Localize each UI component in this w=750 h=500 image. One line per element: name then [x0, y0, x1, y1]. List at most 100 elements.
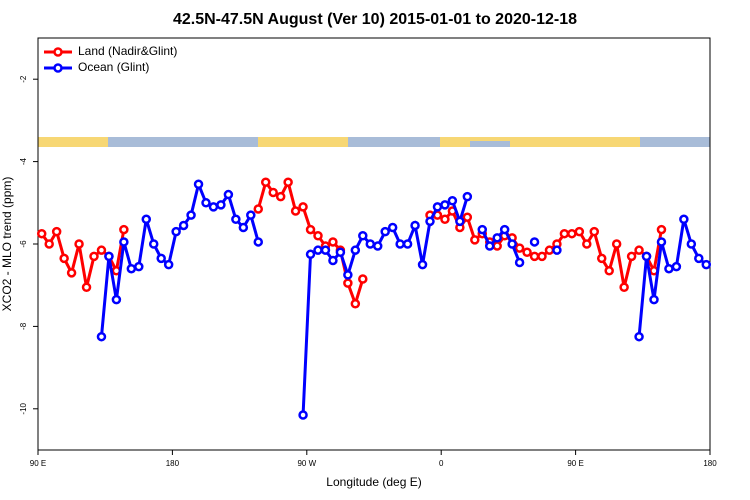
x-tick-label: 180	[166, 459, 180, 468]
point	[96, 331, 107, 342]
point	[507, 239, 517, 249]
point	[514, 257, 525, 268]
point	[305, 249, 316, 260]
point	[305, 224, 316, 235]
point	[484, 241, 495, 251]
point	[298, 410, 308, 420]
x-tick-label: 180	[703, 459, 717, 468]
point	[223, 189, 234, 200]
point	[679, 214, 689, 225]
point	[462, 191, 473, 202]
point	[253, 204, 264, 214]
x-tick-label: 90 E	[30, 459, 46, 468]
point	[163, 259, 174, 270]
point	[544, 245, 555, 255]
point	[470, 235, 480, 245]
point	[253, 237, 264, 247]
y-tick-label: -8	[19, 322, 28, 330]
point	[343, 270, 353, 280]
point	[365, 239, 376, 249]
point	[440, 214, 450, 225]
point	[589, 226, 600, 237]
point	[604, 266, 614, 276]
point	[298, 202, 308, 212]
point	[89, 251, 99, 262]
y-tick-label: -4	[19, 157, 28, 165]
point	[111, 294, 122, 305]
point	[238, 222, 249, 233]
point	[36, 228, 47, 239]
x-axis-label: Longitude (deg E)	[326, 475, 421, 489]
point	[634, 245, 644, 255]
point	[522, 247, 532, 257]
point	[686, 239, 697, 249]
point	[134, 261, 144, 272]
point	[514, 243, 525, 253]
point	[619, 282, 629, 293]
point	[611, 239, 622, 249]
point	[417, 259, 428, 270]
point	[246, 210, 256, 220]
y-tick-label: -6	[19, 240, 28, 248]
point	[499, 224, 510, 235]
x-tick-label: 90 W	[297, 459, 316, 468]
y-axis-label: XCO2 - MLO trend (ppm)	[0, 177, 14, 312]
point	[440, 200, 450, 210]
point	[492, 241, 502, 251]
point	[178, 220, 189, 231]
point	[313, 231, 323, 241]
point	[664, 263, 674, 274]
point	[59, 253, 69, 264]
point	[395, 239, 405, 249]
point	[559, 228, 570, 239]
land-ocean-strip	[38, 137, 710, 147]
point	[283, 177, 293, 187]
legend-marker	[53, 47, 63, 57]
point	[656, 237, 667, 247]
point	[74, 239, 84, 249]
point	[701, 259, 712, 270]
point	[81, 282, 92, 293]
point	[425, 216, 435, 227]
point	[156, 253, 166, 264]
y-tick-label: -2	[19, 75, 28, 83]
point	[410, 220, 420, 231]
point	[626, 251, 637, 262]
point	[141, 214, 152, 225]
point	[455, 216, 465, 227]
point	[104, 251, 114, 262]
point	[574, 226, 585, 237]
chart-title: 42.5N-47.5N August (Ver 10) 2015-01-01 t…	[173, 11, 577, 28]
point	[343, 278, 353, 288]
point	[537, 251, 547, 262]
point	[671, 261, 682, 272]
point	[208, 202, 219, 212]
point	[328, 237, 338, 247]
point	[335, 247, 346, 257]
point	[477, 224, 488, 235]
point	[529, 251, 540, 262]
point	[582, 239, 592, 249]
point	[462, 212, 473, 222]
point	[216, 200, 226, 210]
point	[552, 245, 562, 255]
x-tick-label: 90 E	[567, 459, 583, 468]
point	[387, 222, 398, 233]
point	[171, 226, 181, 237]
point	[372, 241, 383, 251]
point	[447, 195, 458, 206]
point	[567, 228, 577, 239]
point	[126, 263, 137, 274]
point	[694, 253, 704, 264]
point	[148, 239, 159, 249]
x-tick-label: 0	[439, 459, 444, 468]
legend-marker	[53, 63, 63, 73]
point	[260, 177, 271, 187]
y-tick-label: -10	[19, 402, 28, 414]
point	[313, 245, 323, 255]
point	[529, 237, 540, 247]
point	[193, 179, 204, 190]
point	[201, 198, 211, 208]
point	[350, 245, 361, 255]
